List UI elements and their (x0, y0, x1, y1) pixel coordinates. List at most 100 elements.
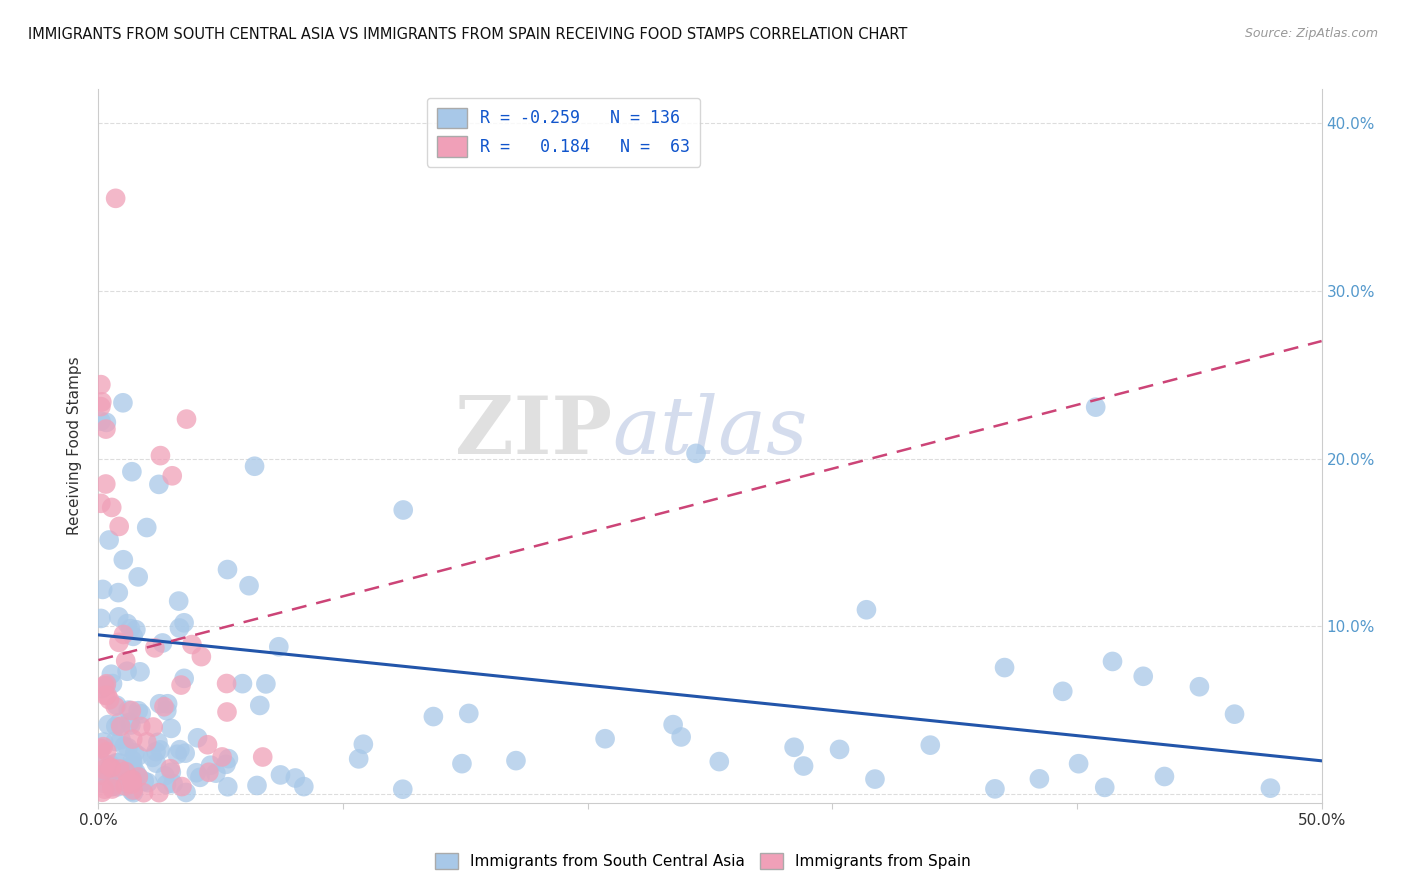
Point (173, 671, 195, 685)
Point (96, 744, 118, 758)
Point (252, 750, 274, 764)
Point (112, 739, 135, 753)
Point (176, 412, 198, 426)
Point (160, 722, 183, 736)
Point (120, 769, 142, 783)
Point (118, 715, 141, 730)
Point (122, 786, 145, 800)
Point (197, 738, 219, 752)
Point (104, 734, 127, 748)
Point (117, 703, 139, 717)
Point (121, 777, 143, 791)
Point (1153, 770, 1175, 784)
Point (114, 779, 136, 793)
Point (135, 735, 157, 749)
Point (1260, 781, 1282, 796)
Point (96, 677, 118, 691)
Point (284, 771, 307, 785)
Point (148, 786, 170, 800)
Point (422, 709, 444, 723)
Point (190, 649, 212, 664)
Legend: Immigrants from South Central Asia, Immigrants from Spain: Immigrants from South Central Asia, Immi… (429, 847, 977, 875)
Point (94, 757, 117, 772)
Point (121, 732, 143, 747)
Point (117, 765, 139, 780)
Point (111, 396, 134, 410)
Point (391, 782, 413, 797)
Text: ZIP: ZIP (456, 392, 612, 471)
Point (112, 627, 135, 641)
Point (855, 603, 877, 617)
Point (135, 520, 157, 534)
Point (783, 740, 806, 755)
Point (94, 679, 117, 693)
Point (117, 616, 139, 631)
Point (100, 780, 122, 794)
Point (1101, 655, 1123, 669)
Point (120, 704, 142, 718)
Point (215, 676, 238, 690)
Point (662, 717, 685, 731)
Point (181, 638, 204, 652)
Point (107, 585, 129, 599)
Point (117, 740, 139, 755)
Point (188, 770, 211, 784)
Point (94, 477, 117, 491)
Point (156, 697, 179, 711)
Point (100, 667, 122, 681)
Point (142, 720, 165, 734)
Point (100, 760, 122, 774)
Point (215, 705, 238, 719)
Point (98, 533, 121, 547)
Point (107, 610, 129, 624)
Point (1223, 707, 1246, 722)
Point (110, 719, 132, 733)
Point (149, 743, 172, 757)
Point (90, 400, 112, 414)
Text: Source: ZipAtlas.com: Source: ZipAtlas.com (1244, 27, 1378, 40)
Point (153, 699, 176, 714)
Point (1084, 400, 1107, 414)
Point (162, 777, 184, 791)
Point (352, 737, 374, 751)
Point (100, 500, 122, 515)
Point (166, 747, 188, 762)
Point (125, 623, 148, 637)
Point (108, 715, 131, 730)
Point (200, 758, 222, 772)
Point (238, 579, 260, 593)
Point (98, 693, 121, 707)
Point (101, 676, 124, 690)
Legend: R = -0.259   N = 136, R =   0.184   N =  63: R = -0.259 N = 136, R = 0.184 N = 63 (426, 97, 700, 167)
Point (104, 191, 127, 205)
Point (863, 772, 886, 786)
Point (153, 769, 176, 783)
Point (129, 706, 152, 721)
Point (120, 718, 142, 732)
Point (1188, 680, 1211, 694)
Point (155, 777, 177, 791)
Point (121, 758, 143, 772)
Point (134, 774, 156, 789)
Point (93, 782, 115, 797)
Point (124, 746, 146, 760)
Point (217, 780, 239, 794)
Point (669, 730, 692, 744)
Point (121, 753, 143, 767)
Point (90, 611, 112, 625)
Point (91, 739, 114, 754)
Point (121, 759, 143, 773)
Point (1028, 772, 1050, 786)
Point (993, 660, 1015, 674)
Point (174, 785, 197, 799)
Point (117, 775, 139, 789)
Point (100, 757, 122, 772)
Point (505, 754, 527, 768)
Point (104, 719, 127, 733)
Point (90, 758, 112, 772)
Point (121, 465, 143, 479)
Point (136, 775, 159, 789)
Point (94, 422, 117, 436)
Point (108, 635, 131, 649)
Point (91, 582, 114, 597)
